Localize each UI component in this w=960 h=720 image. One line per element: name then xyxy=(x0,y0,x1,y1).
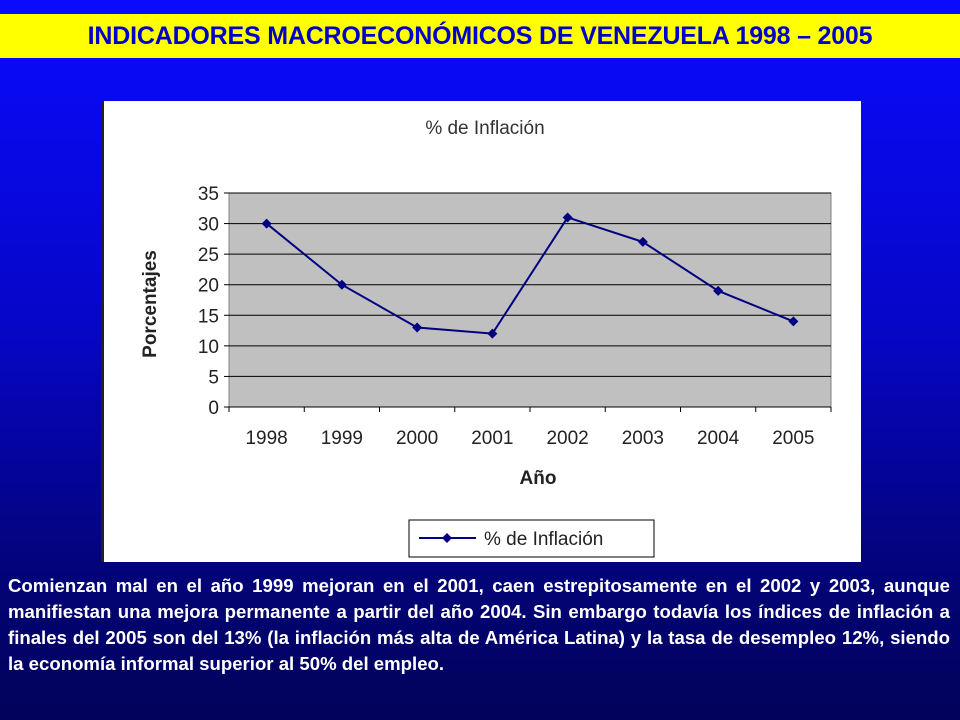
title-bar: INDICADORES MACROECONÓMICOS DE VENEZUELA… xyxy=(0,14,960,58)
y-tick-label: 35 xyxy=(198,184,219,205)
data-point xyxy=(713,285,724,296)
y-tick-label: 10 xyxy=(198,337,219,358)
x-tick-label: 2001 xyxy=(471,428,513,449)
series-layer xyxy=(261,212,799,339)
x-tick-label: 1998 xyxy=(245,428,287,449)
grid-lines xyxy=(224,192,831,408)
y-axis-ticks: 0 5 10 15 20 25 30 35 xyxy=(198,184,219,419)
y-tick-label: 25 xyxy=(198,245,219,266)
caption-paragraph: Comienzan mal en el año 1999 mejoran en … xyxy=(8,575,950,674)
x-tick-label: 1999 xyxy=(321,428,363,449)
series-line xyxy=(265,216,794,335)
y-tick-label: 30 xyxy=(198,215,219,236)
plot-area xyxy=(228,192,832,408)
y-tick-label: 5 xyxy=(208,367,219,388)
y-axis-label: Porcentajes xyxy=(140,250,161,358)
data-point xyxy=(261,218,272,229)
x-tick-label: 2005 xyxy=(772,428,814,449)
data-point xyxy=(788,316,799,327)
page-title: INDICADORES MACROECONÓMICOS DE VENEZUELA… xyxy=(87,21,873,50)
chart-container: % de Inflación 0 5 10 15 20 25 30 35 1998 1999 20… xyxy=(101,101,861,562)
data-point xyxy=(412,322,423,333)
y-tick-label: 20 xyxy=(198,276,219,297)
data-point xyxy=(336,279,347,290)
data-point xyxy=(487,328,498,339)
x-tick-label: 2003 xyxy=(622,428,664,449)
y-tick-label: 15 xyxy=(198,306,219,327)
x-tick-label: 2004 xyxy=(697,428,740,449)
chart-title: % de Inflación xyxy=(425,118,544,139)
y-tick-label: 0 xyxy=(208,398,219,419)
x-axis-label: Año xyxy=(520,468,557,489)
x-axis-ticks: 1998 1999 2000 2001 2002 2003 2004 2005 xyxy=(228,407,832,449)
legend-marker xyxy=(442,533,452,543)
data-point xyxy=(637,236,648,247)
legend: % de Inflación xyxy=(408,519,655,558)
data-point xyxy=(562,212,573,223)
legend-label: % de Inflación xyxy=(484,529,603,550)
inflation-line-chart: % de Inflación 0 5 10 15 20 25 30 35 1998 1999 20… xyxy=(140,118,832,558)
x-tick-label: 2002 xyxy=(546,428,588,449)
x-tick-label: 2000 xyxy=(396,428,438,449)
